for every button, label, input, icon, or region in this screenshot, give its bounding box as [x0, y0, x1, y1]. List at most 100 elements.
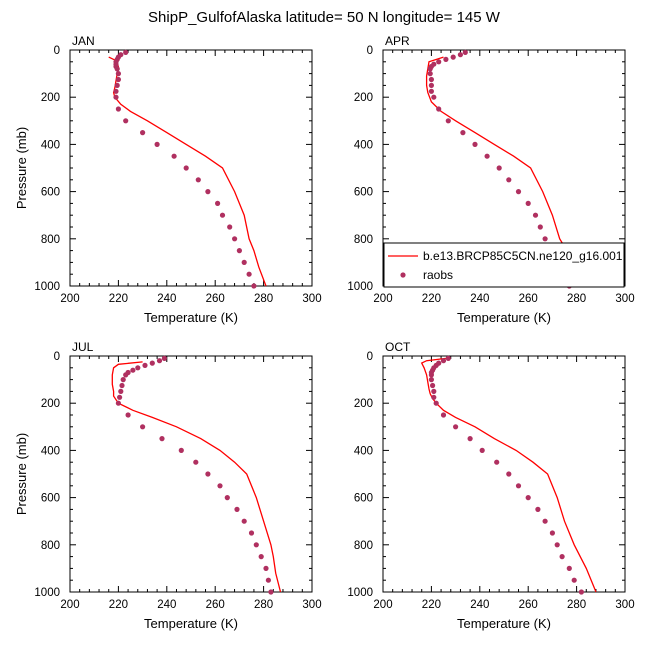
- legend-obs-label: raobs: [423, 268, 453, 282]
- raobs-point: [433, 400, 439, 406]
- raobs-point: [445, 355, 451, 361]
- raobs-point: [135, 365, 141, 371]
- raobs-point: [467, 436, 473, 442]
- raobs-point: [215, 200, 221, 206]
- raobs-point: [130, 367, 136, 373]
- raobs-point: [532, 212, 539, 218]
- raobs-point: [140, 130, 146, 136]
- raobs-point: [537, 224, 543, 230]
- raobs-point: [428, 88, 434, 94]
- raobs-point: [428, 76, 434, 83]
- raobs-point: [462, 49, 468, 56]
- x-tick-label: 220: [422, 293, 441, 305]
- raobs-point: [515, 483, 522, 489]
- y-tick-label: 200: [41, 398, 60, 410]
- y-tick-label: 800: [41, 540, 60, 552]
- panels: 200 220 240 260 280 300 0 200 400 600 800 1000 JAN Te…: [14, 34, 635, 631]
- x-tick-label: 260: [519, 293, 538, 305]
- figure-title: ShipP_GulfofAlaska latitude= 50 N longit…: [148, 9, 501, 26]
- raobs-point: [142, 362, 148, 368]
- raobs-point: [115, 76, 121, 83]
- raobs-point: [115, 400, 121, 406]
- model-profile-line: [111, 361, 282, 593]
- x-axis-label: Temperature (K): [144, 310, 238, 325]
- raobs-point: [224, 495, 230, 501]
- raobs-point: [506, 177, 512, 183]
- x-tick-label: 300: [615, 599, 634, 611]
- x-tick-label: 300: [615, 293, 634, 305]
- x-tick-label: 280: [567, 599, 586, 611]
- raobs-point: [453, 424, 459, 430]
- model-profile-line: [420, 357, 597, 593]
- raobs-point: [236, 248, 242, 254]
- raobs-point: [554, 542, 560, 548]
- raobs-point: [427, 71, 433, 77]
- raobs-point: [246, 271, 252, 277]
- raobs-point: [431, 94, 437, 100]
- y-tick-label: 200: [354, 92, 373, 104]
- raobs-point: [159, 436, 165, 442]
- raobs-point: [549, 530, 556, 536]
- raobs-point: [154, 141, 160, 147]
- raobs-point: [161, 355, 167, 361]
- panel-label: OCT: [385, 340, 411, 354]
- x-tick-label: 300: [302, 293, 321, 305]
- raobs-point: [119, 382, 125, 389]
- raobs-point: [205, 189, 211, 195]
- raobs-point: [571, 577, 577, 583]
- model-profile-line: [108, 56, 267, 287]
- raobs-point: [114, 66, 120, 72]
- legend-model-label: b.e13.BRCP85C5CN.ne120_g16.001: [423, 249, 623, 263]
- raobs-point: [445, 118, 451, 124]
- panel-jul: 200 220 240 260 280 300 0 200 400 600 800 1000 JUL Te…: [14, 340, 322, 631]
- y-tick-label: 600: [354, 187, 373, 199]
- y-tick-label: 600: [354, 493, 373, 505]
- raobs-point: [566, 565, 572, 572]
- raobs-point: [431, 388, 437, 394]
- panel-jan: 200 220 240 260 280 300 0 200 400 600 800 1000 JAN Te…: [14, 34, 322, 325]
- panel-oct: 200 220 240 260 280 300 0 200 400 600 800 1000 OCT Te…: [347, 340, 634, 631]
- y-tick-label: 1000: [347, 281, 373, 293]
- raobs-point: [258, 554, 264, 560]
- x-tick-label: 280: [254, 293, 273, 305]
- raobs-point: [440, 412, 447, 418]
- y-axis-label: Pressure (mb): [14, 433, 29, 515]
- panel-label: JUL: [72, 340, 94, 354]
- x-axis-label: Temperature (K): [457, 310, 551, 325]
- raobs-point: [195, 177, 201, 183]
- x-tick-label: 200: [373, 599, 392, 611]
- raobs-point: [183, 165, 189, 171]
- x-tick-label: 260: [519, 599, 538, 611]
- raobs-point: [431, 394, 437, 400]
- raobs-point: [428, 82, 434, 88]
- raobs-point: [542, 518, 548, 524]
- raobs-point: [123, 372, 129, 378]
- raobs-point: [263, 565, 269, 572]
- raobs-point: [120, 377, 126, 383]
- raobs-point: [241, 259, 247, 265]
- raobs-point: [125, 412, 131, 418]
- panel-label: APR: [385, 34, 410, 48]
- raobs-point: [484, 153, 490, 159]
- x-tick-label: 260: [206, 599, 225, 611]
- raobs-point: [428, 372, 434, 378]
- legend-box: [383, 242, 625, 288]
- plot-frame: [69, 49, 313, 287]
- y-tick-label: 400: [41, 139, 60, 151]
- x-tick-label: 200: [373, 293, 392, 305]
- x-tick-label: 300: [302, 599, 321, 611]
- y-tick-label: 0: [367, 351, 373, 363]
- x-axis-label: Temperature (K): [144, 616, 238, 631]
- raobs-point: [113, 94, 119, 100]
- raobs-point: [118, 388, 124, 394]
- raobs-point: [494, 459, 500, 465]
- y-tick-label: 400: [354, 445, 373, 457]
- x-tick-label: 200: [60, 293, 79, 305]
- raobs-point: [117, 394, 123, 400]
- raobs-point: [525, 200, 531, 206]
- raobs-point: [506, 471, 512, 477]
- x-tick-label: 240: [470, 599, 489, 611]
- raobs-point: [427, 66, 433, 72]
- model-profile-line: [425, 56, 583, 287]
